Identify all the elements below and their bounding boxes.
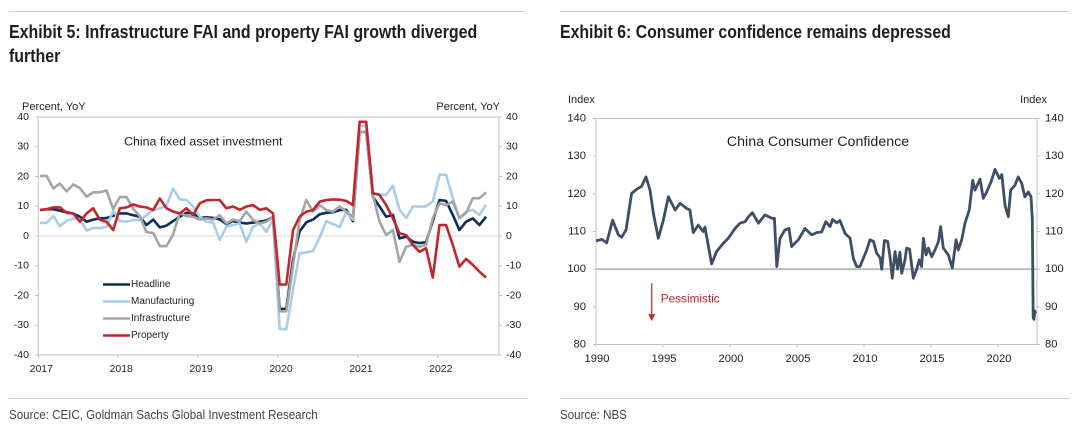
y-tick-label-right: 10 [506, 200, 518, 212]
x-tick-label: 1990 [585, 353, 610, 365]
y-tick-label-left: 10 [17, 200, 29, 212]
legend: Headline Manufacturing Infrastructure Pr… [103, 279, 194, 341]
y-tick-label-right: 30 [506, 141, 518, 153]
y-tick-label-left: 90 [574, 301, 586, 313]
x-tick-label: 2017 [30, 363, 54, 375]
legend-item-manufacturing: Manufacturing [103, 296, 194, 307]
annotation-label: Pessimistic [661, 291, 720, 305]
source-note-right: Source: NBS [560, 407, 627, 422]
legend-label-property: Property [131, 330, 169, 341]
y-tick-label-left: -30 [14, 319, 29, 331]
series-line-headline [39, 130, 488, 311]
x-tick-label: 1995 [652, 353, 677, 365]
y-tick-label-right: 0 [506, 230, 512, 242]
y-tick-label-right: -10 [506, 260, 521, 272]
y-tick-label-right: 20 [506, 170, 518, 182]
y-tick-label-left: 20 [17, 170, 29, 182]
legend-item-infrastructure: Infrastructure [103, 313, 190, 324]
y-tick-label-left: 100 [567, 263, 586, 275]
arrow-head-icon [648, 314, 656, 322]
y-tick-label-right: 120 [1045, 188, 1064, 200]
fixed-asset-investment-chart: Percent, YoY Percent, YoY China fixed as… [14, 101, 522, 375]
chart-inner-title: China Consumer Confidence [727, 134, 909, 150]
source-rule-right [560, 398, 1070, 399]
y-tick-label-right: 130 [1045, 150, 1064, 162]
y-axis-unit-label-right: Index [1020, 94, 1047, 106]
y-tick-label-left: -20 [14, 289, 29, 301]
y-axis-unit-label-left: Index [568, 94, 595, 106]
y-tick-label-left: 80 [574, 338, 586, 350]
y-tick-label-right: -30 [506, 319, 521, 331]
y-axis-unit-label-right: Percent, YoY [436, 101, 500, 113]
y-tick-label-left: 130 [567, 150, 586, 162]
top-rule-left [9, 11, 525, 12]
x-tick-label: 2010 [853, 353, 878, 365]
y-tick-label-right: 80 [1045, 338, 1057, 350]
y-tick-label-right: 90 [1045, 301, 1057, 313]
series-line-china-consumer-confidence [595, 167, 1037, 321]
y-tick-label-right: -20 [506, 289, 521, 301]
y-tick-label-left: 140 [567, 112, 586, 124]
x-tick-label: 2015 [920, 353, 945, 365]
exhibit-6-title: Exhibit 6: Consumer confidence remains d… [560, 22, 951, 42]
x-tick-label: 2019 [189, 363, 213, 375]
legend-item-property: Property [103, 330, 169, 341]
source-note-left: Source: CEIC, Goldman Sachs Global Inves… [9, 407, 318, 422]
legend-item-headline: Headline [103, 279, 171, 290]
y-axis-unit-label-left: Percent, YoY [22, 101, 86, 113]
x-tick-label: 2000 [719, 353, 744, 365]
y-tick-label-left: 40 [17, 111, 29, 123]
x-tick-label: 2005 [786, 353, 811, 365]
y-tick-label-right: 140 [1045, 112, 1064, 124]
y-tick-label-left: 30 [17, 141, 29, 153]
y-tick-label-right: 40 [506, 111, 518, 123]
y-tick-label-right: 110 [1045, 225, 1063, 237]
x-tick-label: 2020 [987, 353, 1012, 365]
x-tick-label: 2020 [269, 363, 293, 375]
exhibit-5-title: Exhibit 5: Infrastructure FAI and proper… [9, 22, 478, 66]
legend-label-infrastructure: Infrastructure [131, 313, 190, 324]
y-tick-label-right: 100 [1045, 263, 1064, 275]
y-tick-label-left: -10 [14, 260, 29, 272]
x-tick-label: 2022 [429, 363, 453, 375]
y-tick-label-right: -40 [506, 349, 521, 361]
series-line-property [39, 120, 487, 286]
consumer-confidence-chart: Index Index China Consumer Confidence 14… [567, 94, 1063, 365]
series-line-manufacturing [40, 124, 488, 331]
y-tick-label-left: 110 [568, 225, 586, 237]
y-tick-label-left: 0 [23, 230, 29, 242]
legend-label-headline: Headline [131, 279, 171, 290]
x-tick-label: 2018 [110, 363, 134, 375]
x-tick-label: 2021 [349, 363, 373, 375]
top-rule-right [560, 11, 1070, 12]
chart-inner-title: China fixed asset investment [124, 134, 283, 148]
y-tick-label-left: -40 [14, 349, 29, 361]
legend-label-manufacturing: Manufacturing [131, 296, 194, 307]
pessimistic-annotation: Pessimistic [648, 283, 720, 322]
source-rule-left [9, 398, 528, 399]
y-tick-label-left: 120 [567, 188, 586, 200]
